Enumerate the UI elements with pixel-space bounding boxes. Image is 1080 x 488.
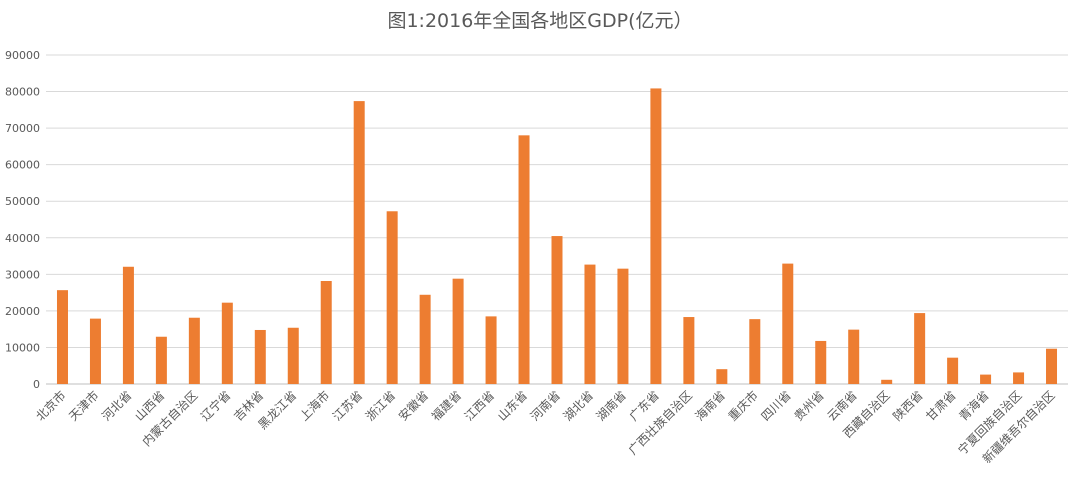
y-tick-label: 90000 — [5, 49, 40, 62]
x-tick-label: 江西省 — [462, 388, 497, 423]
x-tick-label: 海南省 — [692, 388, 728, 424]
bar — [518, 135, 530, 384]
x-tick-label: 辽宁省 — [197, 388, 233, 424]
y-axis-labels: 0 10000 20000 30000 40000 50000 60000 70000 8000… — [5, 49, 40, 391]
x-tick-label: 山东省 — [495, 388, 530, 423]
bar — [320, 280, 332, 384]
bar — [89, 318, 101, 384]
bar — [683, 317, 695, 384]
bar — [452, 278, 464, 384]
bar — [881, 379, 893, 384]
y-tick-label: 20000 — [5, 305, 40, 318]
bar — [221, 302, 233, 384]
y-tick-label: 40000 — [5, 232, 40, 245]
y-tick-label: 70000 — [5, 122, 40, 135]
bar — [848, 329, 860, 384]
x-axis-labels: 北京市天津市河北省山西省内蒙古自治区辽宁省吉林省黑龙江省上海市江苏省浙江省安徽省… — [33, 388, 1058, 466]
bar — [914, 313, 926, 384]
bar — [1046, 348, 1058, 384]
bar — [947, 357, 959, 384]
bar — [287, 327, 299, 384]
bar — [551, 236, 563, 384]
x-tick-label: 河北省 — [99, 388, 134, 423]
x-tick-label: 四川省 — [759, 388, 794, 423]
x-tick-label: 上海市 — [296, 388, 332, 424]
bar — [815, 340, 827, 384]
y-tick-label: 60000 — [5, 159, 40, 172]
bar — [782, 263, 794, 384]
chart-title: 图1:2016年全国各地区GDP(亿元） — [387, 10, 693, 32]
bar — [485, 316, 497, 384]
x-tick-label: 湖南省 — [593, 388, 629, 424]
x-tick-label: 重庆市 — [725, 388, 761, 424]
x-tick-label: 福建省 — [428, 388, 464, 424]
bar — [419, 294, 431, 384]
bar — [188, 317, 200, 384]
bar — [650, 88, 662, 384]
x-tick-label: 浙江省 — [363, 388, 398, 423]
y-tick-label: 0 — [33, 378, 40, 391]
bar — [980, 374, 992, 384]
x-tick-label: 陕西省 — [890, 388, 926, 424]
bar — [353, 101, 365, 384]
x-tick-label: 天津市 — [65, 388, 101, 424]
y-tick-label: 10000 — [5, 341, 40, 354]
bars — [56, 88, 1058, 384]
x-tick-label: 安徽省 — [395, 388, 431, 424]
bar — [56, 290, 68, 384]
bar — [155, 336, 167, 384]
x-tick-label: 甘肃省 — [923, 388, 958, 423]
x-tick-label: 江苏省 — [330, 388, 365, 423]
x-tick-label: 贵州省 — [791, 388, 826, 423]
bar — [1013, 372, 1025, 384]
bar — [254, 329, 266, 384]
bar — [584, 264, 596, 384]
bar — [716, 369, 728, 384]
bar — [749, 319, 761, 384]
y-tick-label: 80000 — [5, 86, 40, 99]
bar — [122, 266, 134, 384]
x-tick-label: 湖北省 — [560, 388, 596, 424]
y-tick-label: 30000 — [5, 268, 40, 281]
bar — [386, 211, 398, 384]
x-tick-label: 北京市 — [33, 388, 69, 424]
bar — [617, 268, 629, 384]
x-tick-label: 河南省 — [527, 388, 563, 424]
y-tick-label: 50000 — [5, 195, 40, 208]
